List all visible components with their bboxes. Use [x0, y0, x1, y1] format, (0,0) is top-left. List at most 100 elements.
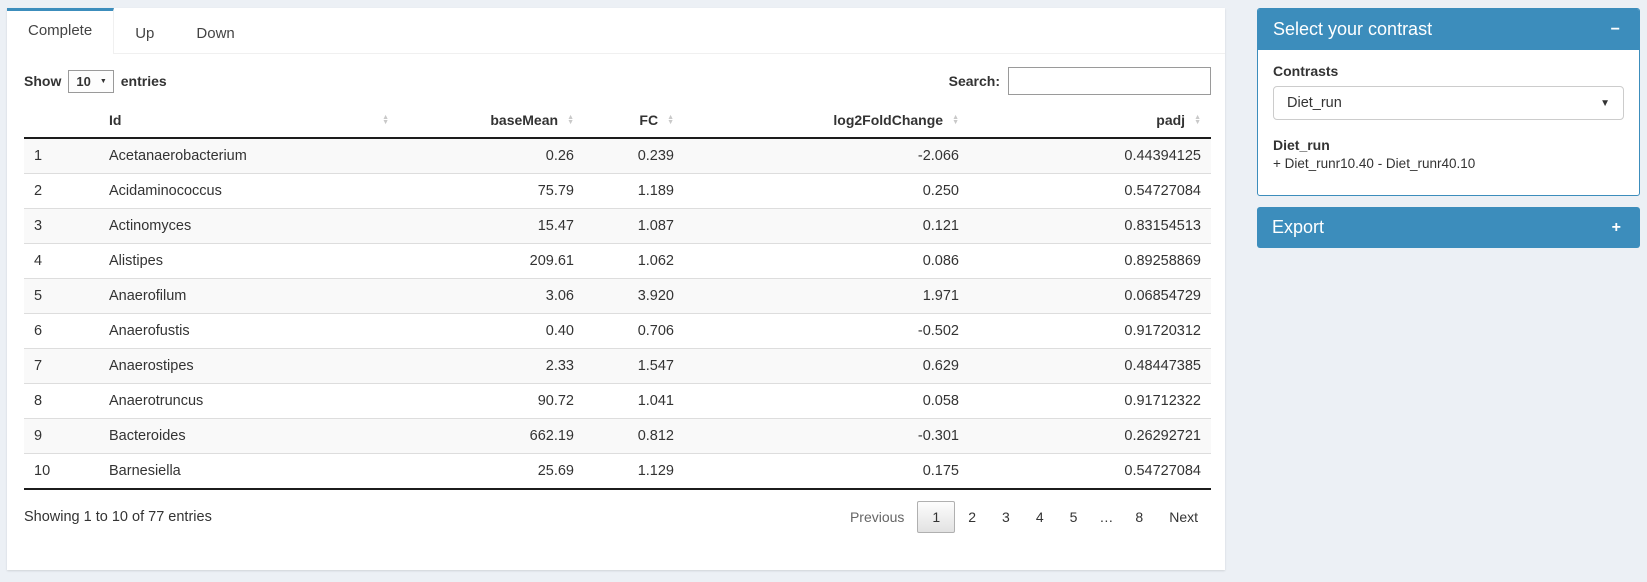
export-box-title: Export — [1272, 217, 1325, 237]
cell-log2foldchange: -2.066 — [917, 148, 959, 164]
contrast-box-title: Select your contrast — [1273, 19, 1433, 39]
cell-log2foldchange: 0.121 — [684, 208, 969, 244]
table-row: 8 Anaerotruncus 90.72 1.041 0.058 0.9171… — [24, 383, 1211, 419]
pagination-ellipsis: … — [1099, 509, 1114, 525]
cell-fc: 1.547 — [584, 348, 684, 384]
table-row: 3 Actinomyces 15.47 1.087 0.121 0.831545… — [24, 208, 1211, 244]
header-basemean-label: baseMean — [490, 112, 559, 128]
cell-fc: 3.920 — [584, 278, 684, 314]
collapse-minus-icon[interactable]: − — [1607, 20, 1624, 40]
cell-log2foldchange: 0.629 — [684, 348, 969, 384]
cell-fc: 0.706 — [584, 313, 684, 349]
cell-padj: 0.54727084 — [969, 173, 1211, 209]
cell-id: Acetanaerobacterium — [109, 148, 247, 164]
cell-log2foldchange: 0.086 — [684, 243, 969, 279]
pagination-page-5[interactable]: 5 — [1069, 509, 1078, 525]
export-box-header[interactable]: Export + — [1257, 207, 1640, 248]
cell-rownum: 4 — [24, 243, 99, 279]
header-id[interactable]: Id ▲ ▼ — [99, 104, 399, 139]
cell-rownum: 5 — [24, 278, 99, 314]
cell-basemean: 662.19 — [399, 418, 584, 454]
cell-fc: 1.189 — [584, 173, 684, 209]
cell-padj: 0.91712322 — [969, 383, 1211, 419]
pagination-next[interactable]: Next — [1169, 509, 1198, 525]
table-row: 4 Alistipes 209.61 1.062 0.086 0.8925886… — [24, 243, 1211, 279]
cell-log2foldchange: -0.502 — [684, 313, 969, 349]
header-log2foldchange[interactable]: log2FoldChange ▲ ▼ — [684, 104, 969, 139]
contrast-select[interactable]: Diet_run ▼ — [1273, 86, 1624, 120]
pagination-page-4[interactable]: 4 — [1035, 509, 1044, 525]
data-table-wrap: Id ▲ ▼ baseMean ▲ ▼ FC ▲ ▼ — [7, 104, 1225, 490]
pagination-previous[interactable]: Previous — [849, 509, 905, 525]
cell-log2foldchange: 0.058 — [684, 383, 969, 419]
show-label: Show — [24, 73, 62, 89]
cell-log2foldchange: -0.301 — [684, 418, 969, 454]
cell-id: Actinomyces — [99, 208, 399, 244]
page-length-control: Show 10 ▼ entries — [24, 69, 167, 93]
header-basemean[interactable]: baseMean ▲ ▼ — [399, 104, 584, 139]
cell-fc: 1.129 — [584, 453, 684, 490]
cell-fc: 0.812 — [584, 418, 684, 454]
table-row: 1 Acetanaerobacterium 0.26 0.239 -2.066 … — [24, 138, 1211, 174]
cell-log2foldchange: 0.175 — [684, 453, 969, 490]
pagination-page-3[interactable]: 3 — [1002, 509, 1010, 525]
cell-padj: 0.44394125 — [1124, 148, 1201, 164]
tab-up[interactable]: Up — [135, 25, 155, 42]
table-row: 6 Anaerofustis 0.40 0.706 -0.502 0.91720… — [24, 313, 1211, 349]
cell-rownum: 10 — [24, 453, 99, 490]
pagination-page-2[interactable]: 2 — [968, 509, 977, 525]
cell-log2foldchange: 0.250 — [684, 173, 969, 209]
contrasts-label: Contrasts — [1273, 63, 1339, 79]
cell-padj: 0.54727084 — [969, 453, 1211, 490]
search-control: Search: — [949, 67, 1211, 95]
tab-complete[interactable]: Complete — [7, 8, 115, 54]
cell-id: Bacteroides — [99, 418, 399, 454]
header-padj[interactable]: padj ▲ ▼ — [969, 104, 1211, 139]
cell-basemean: 25.69 — [399, 453, 584, 490]
cell-fc: 1.041 — [584, 383, 684, 419]
search-label: Search: — [948, 73, 1000, 89]
cell-id: Anaerostipes — [99, 348, 399, 384]
contrast-box-header[interactable]: Select your contrast − — [1258, 9, 1639, 50]
pagination-page-8[interactable]: 8 — [1135, 509, 1144, 525]
cell-padj: 0.89258869 — [969, 243, 1211, 279]
header-fc-label: FC — [639, 112, 659, 128]
cell-basemean: 3.06 — [399, 278, 584, 314]
entries-label: entries — [120, 73, 167, 89]
search-input[interactable] — [1008, 67, 1211, 95]
cell-id: Alistipes — [99, 243, 399, 279]
table-row: 5 Anaerofilum 3.06 3.920 1.971 0.0685472… — [24, 278, 1211, 314]
cell-fc: 1.062 — [584, 243, 684, 279]
cell-id: Anaerofilum — [99, 278, 399, 314]
table-row: 2 Acidaminococcus 75.79 1.189 0.250 0.54… — [24, 173, 1211, 209]
tab-down[interactable]: Down — [196, 25, 235, 42]
cell-fc: 0.239 — [637, 148, 674, 164]
cell-padj: 0.06854729 — [969, 278, 1211, 314]
caret-down-icon: ▼ — [99, 77, 107, 85]
cell-basemean: 0.40 — [399, 313, 584, 349]
expand-plus-icon[interactable]: + — [1608, 218, 1625, 238]
cell-basemean: 15.47 — [399, 208, 584, 244]
cell-basemean: 90.72 — [399, 383, 584, 419]
pagination: Previous 1 2 3 4 5 … 8 Next — [837, 501, 1211, 533]
header-log2foldchange-label: log2FoldChange — [833, 112, 944, 128]
cell-rownum: 6 — [24, 313, 99, 349]
sort-icon: ▲ ▼ — [567, 114, 574, 126]
header-id-label: Id — [109, 112, 122, 128]
page-length-select[interactable]: 10 ▼ — [68, 69, 114, 93]
contrast-detail: Diet_run + Diet_runr10.40 - Diet_runr40.… — [1273, 137, 1624, 171]
contrast-detail-formula: + Diet_runr10.40 - Diet_runr40.10 — [1273, 156, 1476, 171]
results-table: Id ▲ ▼ baseMean ▲ ▼ FC ▲ ▼ — [24, 104, 1211, 490]
results-card: Complete Up Down Show 10 ▼ entries Searc… — [7, 8, 1225, 570]
caret-down-icon: ▼ — [1600, 97, 1610, 109]
header-fc[interactable]: FC ▲ ▼ — [584, 104, 684, 139]
cell-basemean: 209.61 — [399, 243, 584, 279]
sidebar-column: Select your contrast − Contrasts Diet_ru… — [1257, 8, 1640, 248]
cell-rownum: 8 — [24, 383, 99, 419]
sort-icon: ▲ ▼ — [952, 114, 959, 126]
table-info: Showing 1 to 10 of 77 entries — [24, 509, 212, 525]
pagination-page-1[interactable]: 1 — [917, 501, 956, 533]
cell-rownum: 2 — [24, 173, 99, 209]
cell-basemean: 75.79 — [399, 173, 584, 209]
tab-bar: Complete Up Down — [7, 8, 1225, 54]
